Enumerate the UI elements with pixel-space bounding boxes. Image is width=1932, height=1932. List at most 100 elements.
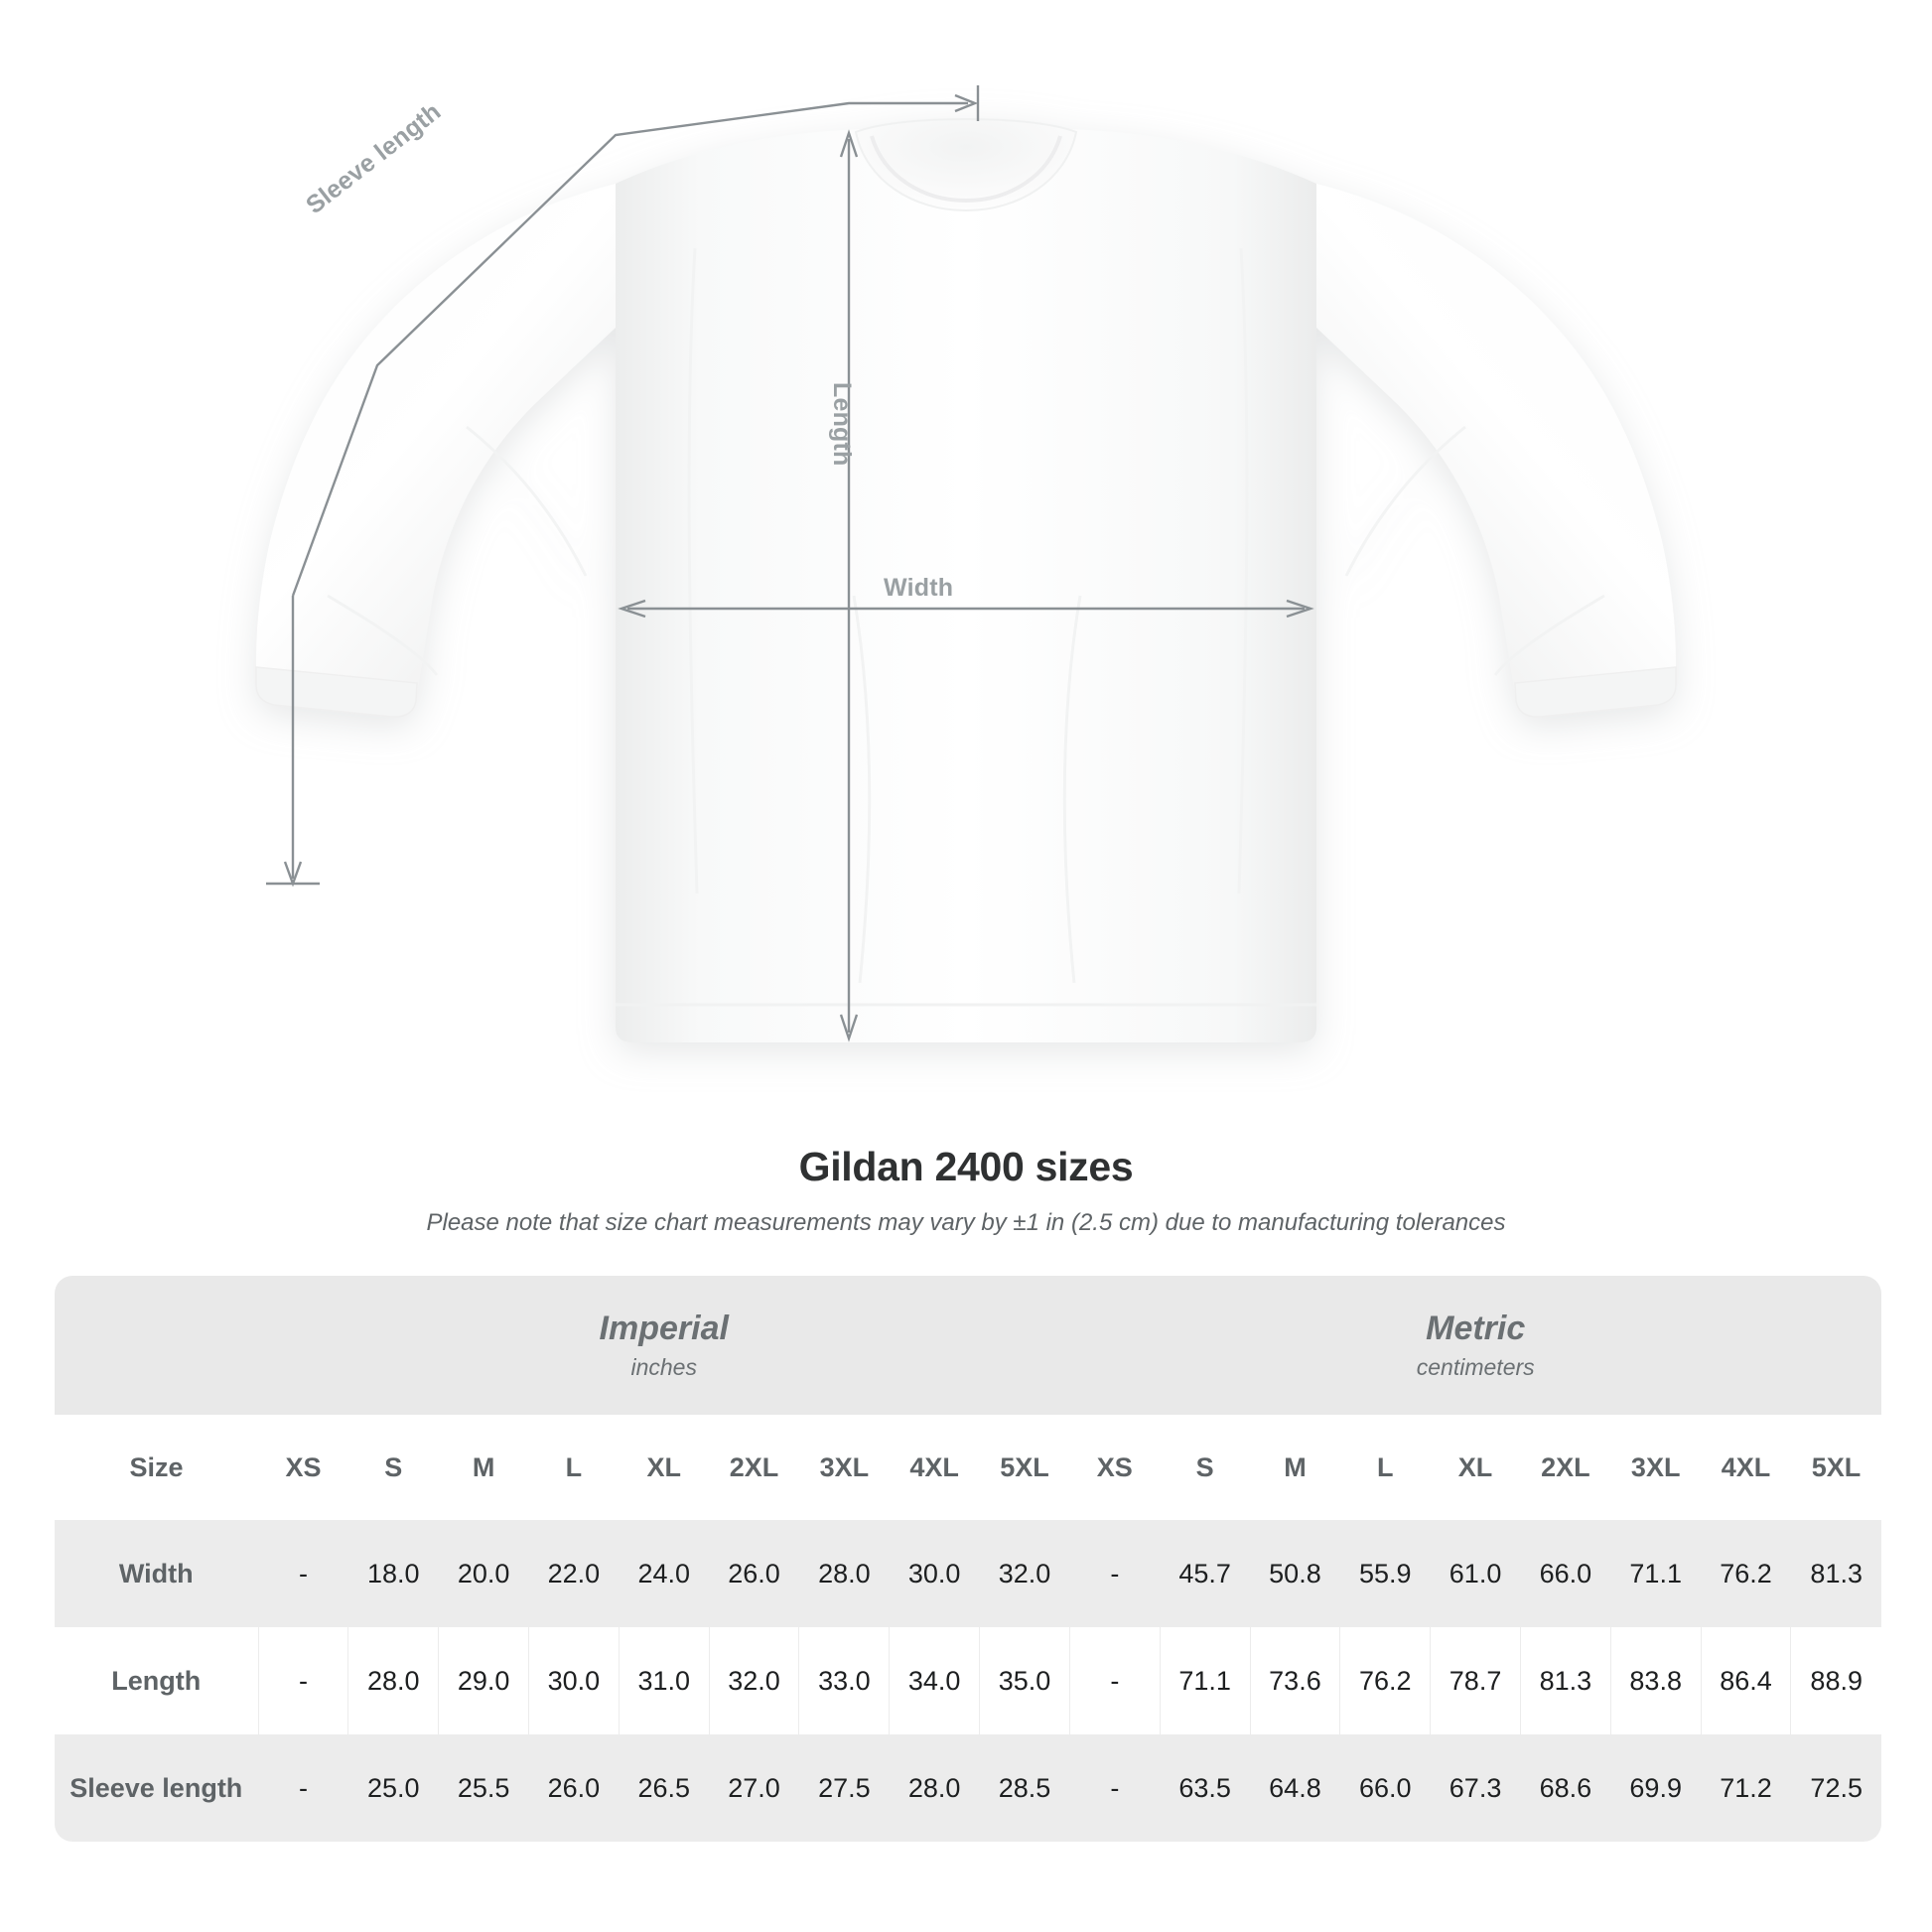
unit-banner-row: Imperial inches Metric centimeters — [55, 1276, 1881, 1415]
unit-name-imperial: Imperial — [599, 1309, 729, 1347]
width-arrow-left — [618, 599, 646, 619]
cell-length-met-xs: - — [1068, 1627, 1161, 1734]
cell-sleeve-met-3xl: 69.9 — [1609, 1734, 1702, 1842]
cell-width-imp-s: 18.0 — [347, 1520, 439, 1627]
row-label-width: Width — [55, 1520, 259, 1627]
garment-illustration-svg — [255, 85, 1677, 1042]
cell-length-met-4xl: 86.4 — [1700, 1627, 1791, 1734]
cell-length-imp-xl: 31.0 — [618, 1627, 710, 1734]
measurement-lines — [266, 85, 1314, 1042]
collar-inner — [870, 135, 1062, 204]
header-size-imp-2xl: 2XL — [709, 1415, 799, 1520]
header-size-met-3xl: 3XL — [1610, 1415, 1702, 1520]
header-size-met-xs: XS — [1069, 1415, 1161, 1520]
cell-sleeve-met-xl: 67.3 — [1430, 1734, 1521, 1842]
cell-width-met-xs: - — [1068, 1520, 1161, 1627]
cell-sleeve-met-l: 66.0 — [1339, 1734, 1431, 1842]
cell-width-met-m: 50.8 — [1249, 1520, 1340, 1627]
cell-length-met-xl: 78.7 — [1430, 1627, 1521, 1734]
sleeve-measure-line — [291, 101, 968, 597]
size-header-row: Size XS S M L XL 2XL 3XL 4XL 5XL XS S M … — [55, 1415, 1881, 1520]
page-title: Gildan 2400 sizes — [798, 1144, 1134, 1189]
cell-length-imp-s: 28.0 — [347, 1627, 439, 1734]
table-row: Sleeve length - 25.0 25.5 26.0 26.5 27.0… — [55, 1734, 1881, 1842]
cell-length-imp-4xl: 34.0 — [889, 1627, 980, 1734]
shirt-body — [616, 129, 1316, 1042]
fabric-folds — [327, 247, 1605, 984]
width-label: Width — [884, 574, 954, 602]
header-size-met-l: L — [1339, 1415, 1431, 1520]
right-sleeve — [1316, 184, 1676, 718]
cell-length-met-l: 76.2 — [1339, 1627, 1431, 1734]
length-arrow-top — [839, 129, 859, 158]
cell-length-imp-xs: - — [257, 1627, 348, 1734]
cell-sleeve-met-s: 63.5 — [1159, 1734, 1251, 1842]
header-size-imp-l: L — [528, 1415, 620, 1520]
length-label: Length — [828, 382, 856, 467]
header-size-imp-s: S — [347, 1415, 439, 1520]
cell-width-imp-xs: - — [257, 1520, 348, 1627]
header-size-met-xl: XL — [1430, 1415, 1521, 1520]
left-cuff — [255, 666, 418, 718]
shirt-shape — [255, 117, 1677, 1042]
cell-sleeve-imp-3xl: 27.5 — [798, 1734, 890, 1842]
header-size-imp-3xl: 3XL — [798, 1415, 890, 1520]
header-size-met-2xl: 2XL — [1520, 1415, 1611, 1520]
cell-length-imp-3xl: 33.0 — [798, 1627, 890, 1734]
cell-length-met-5xl: 88.9 — [1790, 1627, 1881, 1734]
cell-sleeve-met-5xl: 72.5 — [1790, 1734, 1881, 1842]
cell-width-met-2xl: 66.0 — [1519, 1520, 1611, 1627]
garment-diagram: Sleeve length Length Width — [255, 85, 1677, 1042]
cell-sleeve-imp-l: 26.0 — [528, 1734, 620, 1842]
tolerance-note: Please note that size chart measurements… — [426, 1209, 1506, 1236]
header-size-imp-4xl: 4XL — [889, 1415, 980, 1520]
cell-length-imp-2xl: 32.0 — [708, 1627, 799, 1734]
cell-sleeve-imp-m: 25.5 — [438, 1734, 529, 1842]
cell-width-met-4xl: 76.2 — [1700, 1520, 1791, 1627]
header-size-imp-xs: XS — [258, 1415, 348, 1520]
unit-group-metric: Metric centimeters — [1069, 1276, 1881, 1415]
unit-sub-metric: centimeters — [1416, 1354, 1535, 1381]
cell-width-met-s: 45.7 — [1159, 1520, 1251, 1627]
table-row: Width - 18.0 20.0 22.0 24.0 26.0 28.0 30… — [55, 1520, 1881, 1627]
cell-sleeve-imp-4xl: 28.0 — [889, 1734, 980, 1842]
right-cuff — [1514, 666, 1677, 718]
header-size-met-5xl: 5XL — [1790, 1415, 1881, 1520]
table-row: Length - 28.0 29.0 30.0 31.0 32.0 33.0 3… — [55, 1627, 1881, 1734]
cell-sleeve-imp-5xl: 28.5 — [979, 1734, 1070, 1842]
sleeve-arrow-top — [954, 93, 979, 113]
cell-sleeve-imp-s: 25.0 — [347, 1734, 439, 1842]
cell-width-imp-3xl: 28.0 — [798, 1520, 890, 1627]
cell-sleeve-imp-2xl: 27.0 — [708, 1734, 799, 1842]
cell-sleeve-imp-xl: 26.5 — [618, 1734, 710, 1842]
header-size-label: Size — [55, 1415, 259, 1520]
left-sleeve — [256, 184, 616, 718]
cell-sleeve-met-2xl: 68.6 — [1519, 1734, 1611, 1842]
width-arrow-right — [1286, 599, 1314, 619]
unit-group-imperial: Imperial inches — [258, 1276, 1070, 1415]
length-arrow-bottom — [839, 1014, 859, 1042]
cell-sleeve-met-4xl: 71.2 — [1700, 1734, 1791, 1842]
cell-width-met-xl: 61.0 — [1430, 1520, 1521, 1627]
unit-sub-imperial: inches — [630, 1354, 697, 1381]
row-label-length: Length — [55, 1627, 259, 1734]
header-size-imp-5xl: 5XL — [979, 1415, 1070, 1520]
cell-width-imp-2xl: 26.0 — [708, 1520, 799, 1627]
header-size-met-m: M — [1250, 1415, 1340, 1520]
cell-sleeve-met-m: 64.8 — [1249, 1734, 1340, 1842]
cell-length-met-m: 73.6 — [1249, 1627, 1340, 1734]
cell-width-met-l: 55.9 — [1339, 1520, 1431, 1627]
cell-sleeve-imp-xs: - — [257, 1734, 348, 1842]
row-label-sleeve-length: Sleeve length — [55, 1734, 259, 1842]
header-size-imp-m: M — [438, 1415, 529, 1520]
cell-length-imp-5xl: 35.0 — [979, 1627, 1070, 1734]
cell-length-met-2xl: 81.3 — [1519, 1627, 1611, 1734]
size-table: Imperial inches Metric centimeters Size … — [55, 1276, 1881, 1842]
cell-width-imp-5xl: 32.0 — [979, 1520, 1070, 1627]
cell-width-imp-l: 22.0 — [528, 1520, 620, 1627]
size-table-container: Imperial inches Metric centimeters Size … — [55, 1276, 1881, 1842]
header-size-met-s: S — [1160, 1415, 1251, 1520]
cell-length-imp-l: 30.0 — [528, 1627, 620, 1734]
cell-width-met-3xl: 71.1 — [1609, 1520, 1702, 1627]
